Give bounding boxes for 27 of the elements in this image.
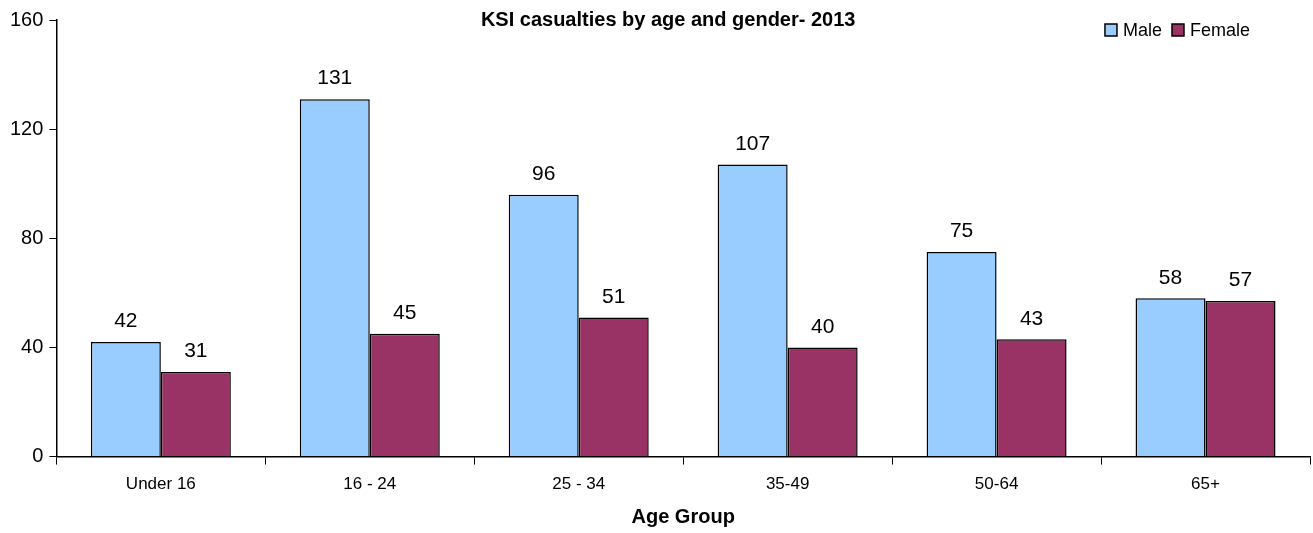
legend-label: Female: [1189, 19, 1251, 40]
x-tick-label: 50-64: [974, 474, 1019, 494]
x-tick-label: 16 - 24: [343, 474, 397, 494]
data-label: 51: [602, 283, 626, 307]
x-tick-label: 25 - 34: [552, 474, 606, 494]
x-axis-title: Age Group: [631, 504, 735, 527]
x-tick-label: 65+: [1191, 474, 1221, 494]
data-label: 75: [949, 218, 974, 242]
x-tick-label: Under 16: [125, 474, 196, 494]
data-label: 107: [735, 130, 771, 154]
y-tick-label: 80: [21, 225, 44, 248]
data-label: 58: [1158, 264, 1183, 288]
y-tick-label: 160: [9, 7, 44, 30]
y-tick-label: 0: [32, 444, 44, 467]
data-label: 45: [393, 300, 417, 324]
data-label: 43: [1019, 305, 1044, 329]
data-label: 57: [1228, 267, 1253, 291]
y-tick-label: 120: [9, 116, 44, 139]
data-label: 131: [317, 65, 353, 89]
y-tick-label: 40: [21, 334, 44, 357]
data-label: 42: [114, 308, 138, 332]
legend-label: Male: [1122, 19, 1162, 40]
data-label: 40: [810, 313, 835, 337]
data-label: 31: [184, 338, 208, 362]
data-label: 96: [532, 160, 556, 184]
chart-title: KSI casualties by age and gender- 2013: [480, 7, 856, 30]
x-tick-label: 35-49: [765, 474, 810, 494]
